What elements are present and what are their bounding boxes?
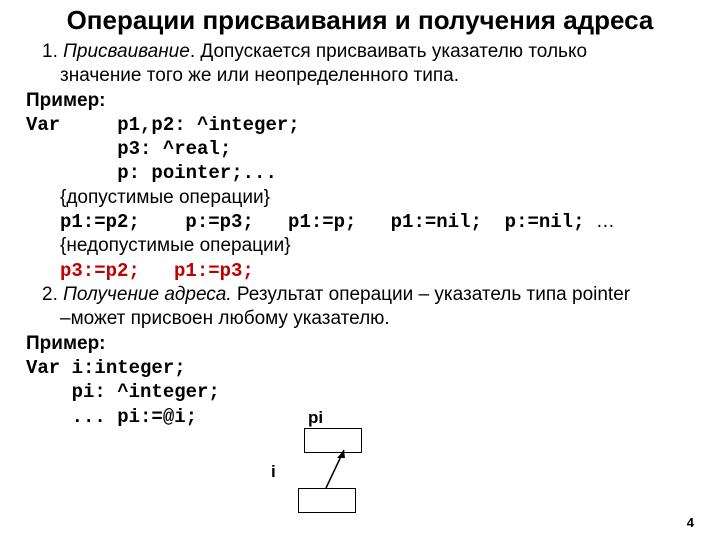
allowed-ops-label: {допустимые операции}: [26, 186, 694, 210]
page-number: 4: [687, 515, 694, 530]
para-1: 1. Присваивание. Допускается присваивать…: [26, 40, 694, 64]
term-addr: Получение адреса.: [63, 284, 232, 305]
slide-body: 1. Присваивание. Допускается присваивать…: [26, 40, 694, 429]
pointer-diagram: pi i: [268, 414, 398, 524]
code-line-7: pi: ^integer;: [26, 380, 694, 404]
example-label-2: Пример:: [26, 332, 694, 356]
code4-main: p1:=p2; p:=p3; p1:=p; p1:=nil; p:=nil;: [60, 211, 596, 233]
code-line-2: p3: ^real;: [26, 137, 694, 161]
code-line-3: p: pointer;...: [26, 161, 694, 185]
slide-title: Операции присваивания и получения адреса: [26, 6, 694, 36]
code-line-5: p3:=p2; p1:=p3;: [26, 259, 694, 283]
arrow-icon: [268, 414, 398, 524]
code4-tail: …: [596, 211, 615, 232]
num1: 1.: [42, 41, 63, 62]
example-label-1: Пример:: [26, 89, 694, 113]
para-1b: значение того же или неопределенного тип…: [26, 64, 694, 88]
code-line-4: p1:=p2; p:=p3; p1:=p; p1:=nil; p:=nil; …: [26, 210, 694, 234]
line2-rest: Результат операции – указатель типа poin…: [232, 284, 630, 305]
code-line-1: Var p1,p2: ^integer;: [26, 113, 694, 137]
para-2: 2. Получение адреса. Результат операции …: [26, 283, 694, 307]
line1-rest: . Допускается присваивать указателю толь…: [190, 41, 587, 62]
notallowed-ops-label: {недопустимые операции}: [26, 234, 694, 258]
code-line-6: Var i:integer;: [26, 356, 694, 380]
slide: Операции присваивания и получения адреса…: [0, 0, 720, 540]
term-assignment: Присваивание: [63, 41, 190, 62]
para-2b: –может присвоен любому указателю.: [26, 307, 694, 331]
num2: 2.: [42, 284, 63, 305]
